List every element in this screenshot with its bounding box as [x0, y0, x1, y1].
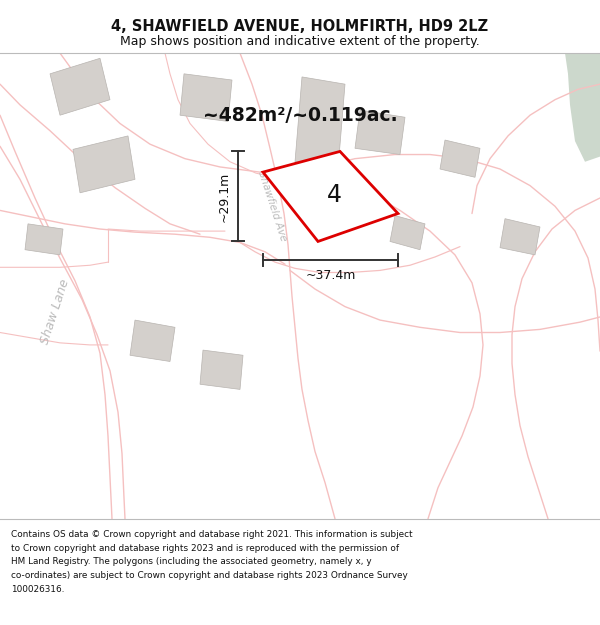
- Polygon shape: [500, 219, 540, 255]
- Polygon shape: [50, 58, 110, 115]
- Polygon shape: [263, 151, 398, 241]
- Text: ~482m²/~0.119ac.: ~482m²/~0.119ac.: [203, 106, 397, 125]
- Text: Contains OS data © Crown copyright and database right 2021. This information is : Contains OS data © Crown copyright and d…: [11, 530, 412, 539]
- Text: Map shows position and indicative extent of the property.: Map shows position and indicative extent…: [120, 36, 480, 48]
- Polygon shape: [25, 224, 63, 255]
- Text: ~37.4m: ~37.4m: [305, 269, 356, 282]
- Text: HM Land Registry. The polygons (including the associated geometry, namely x, y: HM Land Registry. The polygons (includin…: [11, 558, 371, 566]
- Polygon shape: [130, 320, 175, 361]
- Text: 4, SHAWFIELD AVENUE, HOLMFIRTH, HD9 2LZ: 4, SHAWFIELD AVENUE, HOLMFIRTH, HD9 2LZ: [112, 19, 488, 34]
- Text: ~29.1m: ~29.1m: [218, 171, 230, 221]
- Polygon shape: [73, 136, 135, 192]
- Polygon shape: [180, 74, 232, 121]
- Text: to Crown copyright and database rights 2023 and is reproduced with the permissio: to Crown copyright and database rights 2…: [11, 544, 399, 552]
- Polygon shape: [200, 350, 243, 389]
- Polygon shape: [565, 53, 600, 162]
- Text: Shawfield Ave: Shawfield Ave: [256, 170, 288, 242]
- Polygon shape: [440, 140, 480, 177]
- Text: Shaw Lane: Shaw Lane: [38, 278, 71, 346]
- Text: co-ordinates) are subject to Crown copyright and database rights 2023 Ordnance S: co-ordinates) are subject to Crown copyr…: [11, 571, 407, 580]
- Text: 4: 4: [327, 182, 342, 207]
- Polygon shape: [390, 216, 425, 250]
- Text: 100026316.: 100026316.: [11, 585, 64, 594]
- Polygon shape: [295, 77, 345, 169]
- Polygon shape: [355, 110, 405, 154]
